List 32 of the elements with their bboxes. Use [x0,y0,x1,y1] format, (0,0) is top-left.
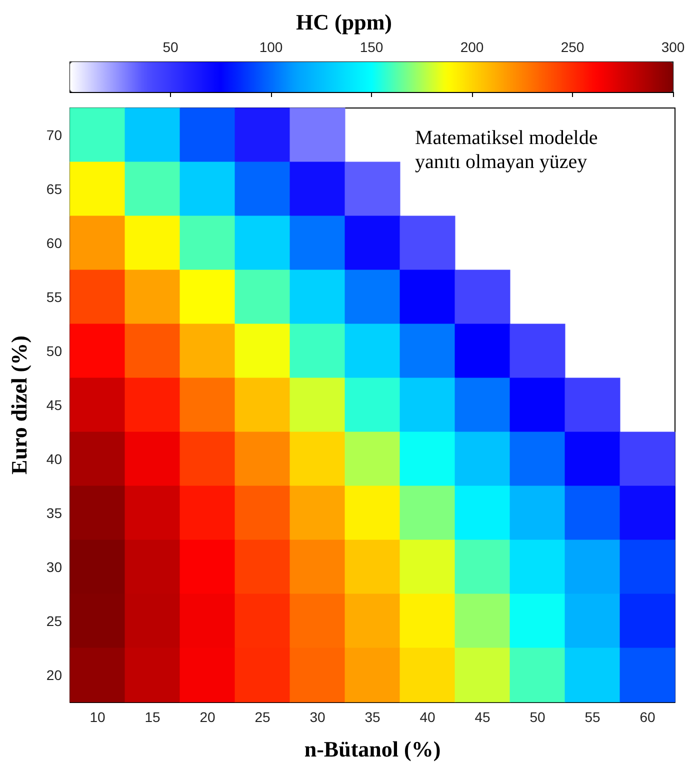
y-tick-label: 45 [46,397,62,413]
color-bar-label: 100 [259,39,283,55]
color-bar-label: 150 [360,39,384,55]
x-tick-label: 60 [640,709,656,725]
color-bar-label: 200 [460,39,484,55]
y-tick-label: 55 [46,289,62,305]
x-tick-label: 20 [200,709,216,725]
x-tick-label: 25 [254,709,270,725]
x-axis-title: n-Bütanol (%) [304,736,441,762]
x-tick-label: 55 [584,709,600,725]
x-tick-label: 45 [474,709,490,725]
y-tick-label: 65 [46,181,62,197]
y-tick-label: 40 [46,451,62,467]
y-tick-label: 20 [46,667,62,683]
y-tick-label: 25 [46,613,62,629]
y-tick-label: 30 [46,559,62,575]
x-tick-label: 40 [420,709,436,725]
color-bar-title: HC (ppm) [296,10,392,34]
x-tick-label: 50 [530,709,546,725]
x-tick-label: 30 [310,709,326,725]
x-tick-label: 10 [90,709,106,725]
x-tick-label: 15 [144,709,160,725]
color-bar-label: 300 [661,39,685,55]
y-tick-label: 50 [46,343,62,359]
y-tick-label: 35 [46,505,62,521]
color-bar-label: 50 [162,39,178,55]
color-bar-label: 250 [560,39,584,55]
y-axis-title: Euro dizel (%) [6,336,32,474]
y-tick-label: 60 [46,235,62,251]
y-tick-label: 70 [46,127,62,143]
x-tick-label: 35 [364,709,380,725]
annotation: Matematiksel modelde yanıtı olmayan yüzey [415,127,603,173]
